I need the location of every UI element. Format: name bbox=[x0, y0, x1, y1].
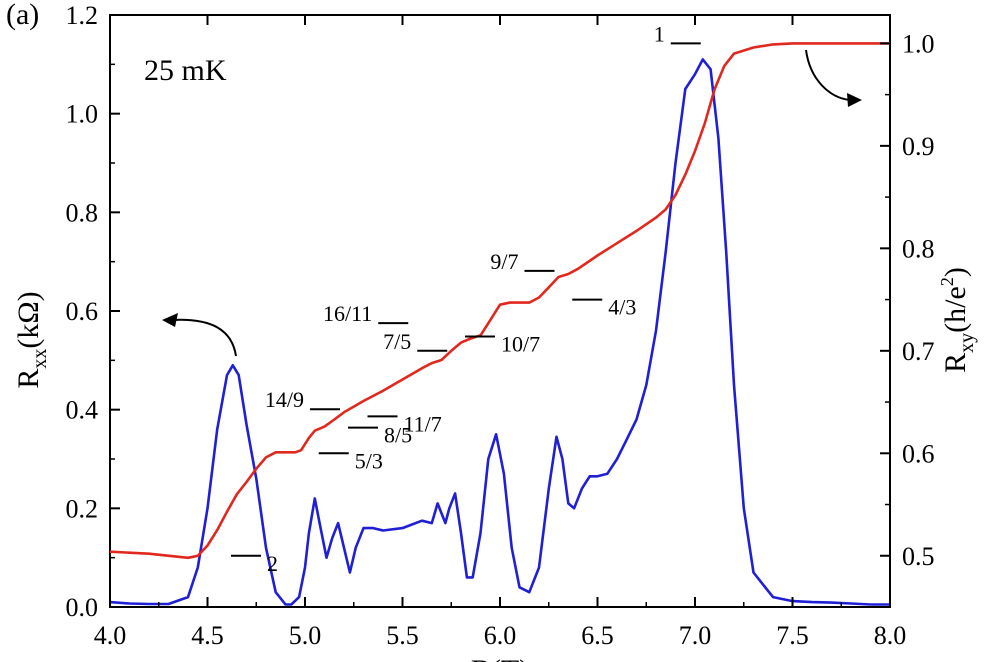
x-tick-label: 5.0 bbox=[289, 621, 322, 650]
y-left-tick-label: 0.6 bbox=[66, 297, 99, 326]
x-axis-title: B(T) bbox=[471, 654, 529, 662]
plateau-label: 5/3 bbox=[355, 448, 383, 473]
panel-label: (a) bbox=[6, 0, 39, 31]
rxx-series-line bbox=[109, 58, 890, 606]
y-left-tick-label: 0.4 bbox=[66, 396, 99, 425]
left-arrow-icon bbox=[162, 313, 237, 357]
y-right-label-rest: (h/e bbox=[939, 286, 972, 333]
plateau-label: 7/5 bbox=[383, 329, 411, 354]
y-right-tick-label: 0.7 bbox=[902, 337, 935, 366]
plateau-label: 16/11 bbox=[323, 301, 372, 326]
plateau-label: 14/9 bbox=[265, 387, 304, 412]
y-left-tick-label: 0.2 bbox=[66, 494, 99, 523]
right-arrow-icon bbox=[805, 49, 862, 107]
plateau-label: 10/7 bbox=[501, 331, 540, 356]
x-tick-label: 7.0 bbox=[679, 621, 712, 650]
plateau-label: 4/3 bbox=[608, 295, 636, 320]
y-left-tick-label: 1.0 bbox=[66, 100, 99, 129]
y-right-tick-label: 0.9 bbox=[902, 132, 935, 161]
y-right-label-sup: 2 bbox=[937, 277, 957, 286]
y-right-label-sub: xy bbox=[956, 333, 978, 353]
x-tick-label: 4.5 bbox=[191, 621, 224, 650]
y-left-label-main: R bbox=[12, 369, 45, 389]
plateau-label: 11/7 bbox=[404, 411, 442, 436]
x-tick-label: 6.0 bbox=[484, 621, 517, 650]
y-left-tick-label: 0.8 bbox=[66, 198, 99, 227]
x-tick-label: 4.0 bbox=[94, 621, 127, 650]
y-left-label-sub: xx bbox=[29, 349, 51, 369]
svg-text:Rxy(h/e2): Rxy(h/e2) bbox=[937, 267, 978, 373]
y-right-tick-label: 0.6 bbox=[902, 439, 935, 468]
temperature-label: 25 mK bbox=[144, 54, 227, 87]
x-tick-label: 7.5 bbox=[776, 621, 809, 650]
y-right-label-main: R bbox=[939, 353, 972, 373]
rxy-series-line bbox=[109, 42, 890, 560]
y-left-label-rest: (kΩ) bbox=[12, 291, 45, 348]
plateau-label: 2 bbox=[267, 551, 278, 576]
plateau-label: 1 bbox=[654, 21, 665, 46]
plateau-label: 8/5 bbox=[384, 423, 412, 448]
y-left-tick-label: 1.2 bbox=[66, 1, 99, 30]
y-right-axis-title: Rxy(h/e2) bbox=[937, 267, 978, 373]
x-tick-label: 6.5 bbox=[581, 621, 614, 650]
plateau-label: 9/7 bbox=[490, 249, 518, 274]
y-right-tick-label: 0.5 bbox=[902, 542, 935, 571]
y-left-axis-title: Rxx(kΩ) bbox=[12, 291, 51, 388]
y-left-tick-label: 0.0 bbox=[66, 593, 99, 622]
y-right-tick-label: 0.8 bbox=[902, 234, 935, 263]
y-right-label-close: ) bbox=[939, 267, 972, 277]
plot-frame bbox=[109, 14, 891, 608]
x-tick-label: 5.5 bbox=[386, 621, 419, 650]
x-tick-label: 8.0 bbox=[874, 621, 907, 650]
y-right-tick-label: 1.0 bbox=[902, 29, 935, 58]
svg-text:Rxx(kΩ): Rxx(kΩ) bbox=[12, 291, 51, 388]
